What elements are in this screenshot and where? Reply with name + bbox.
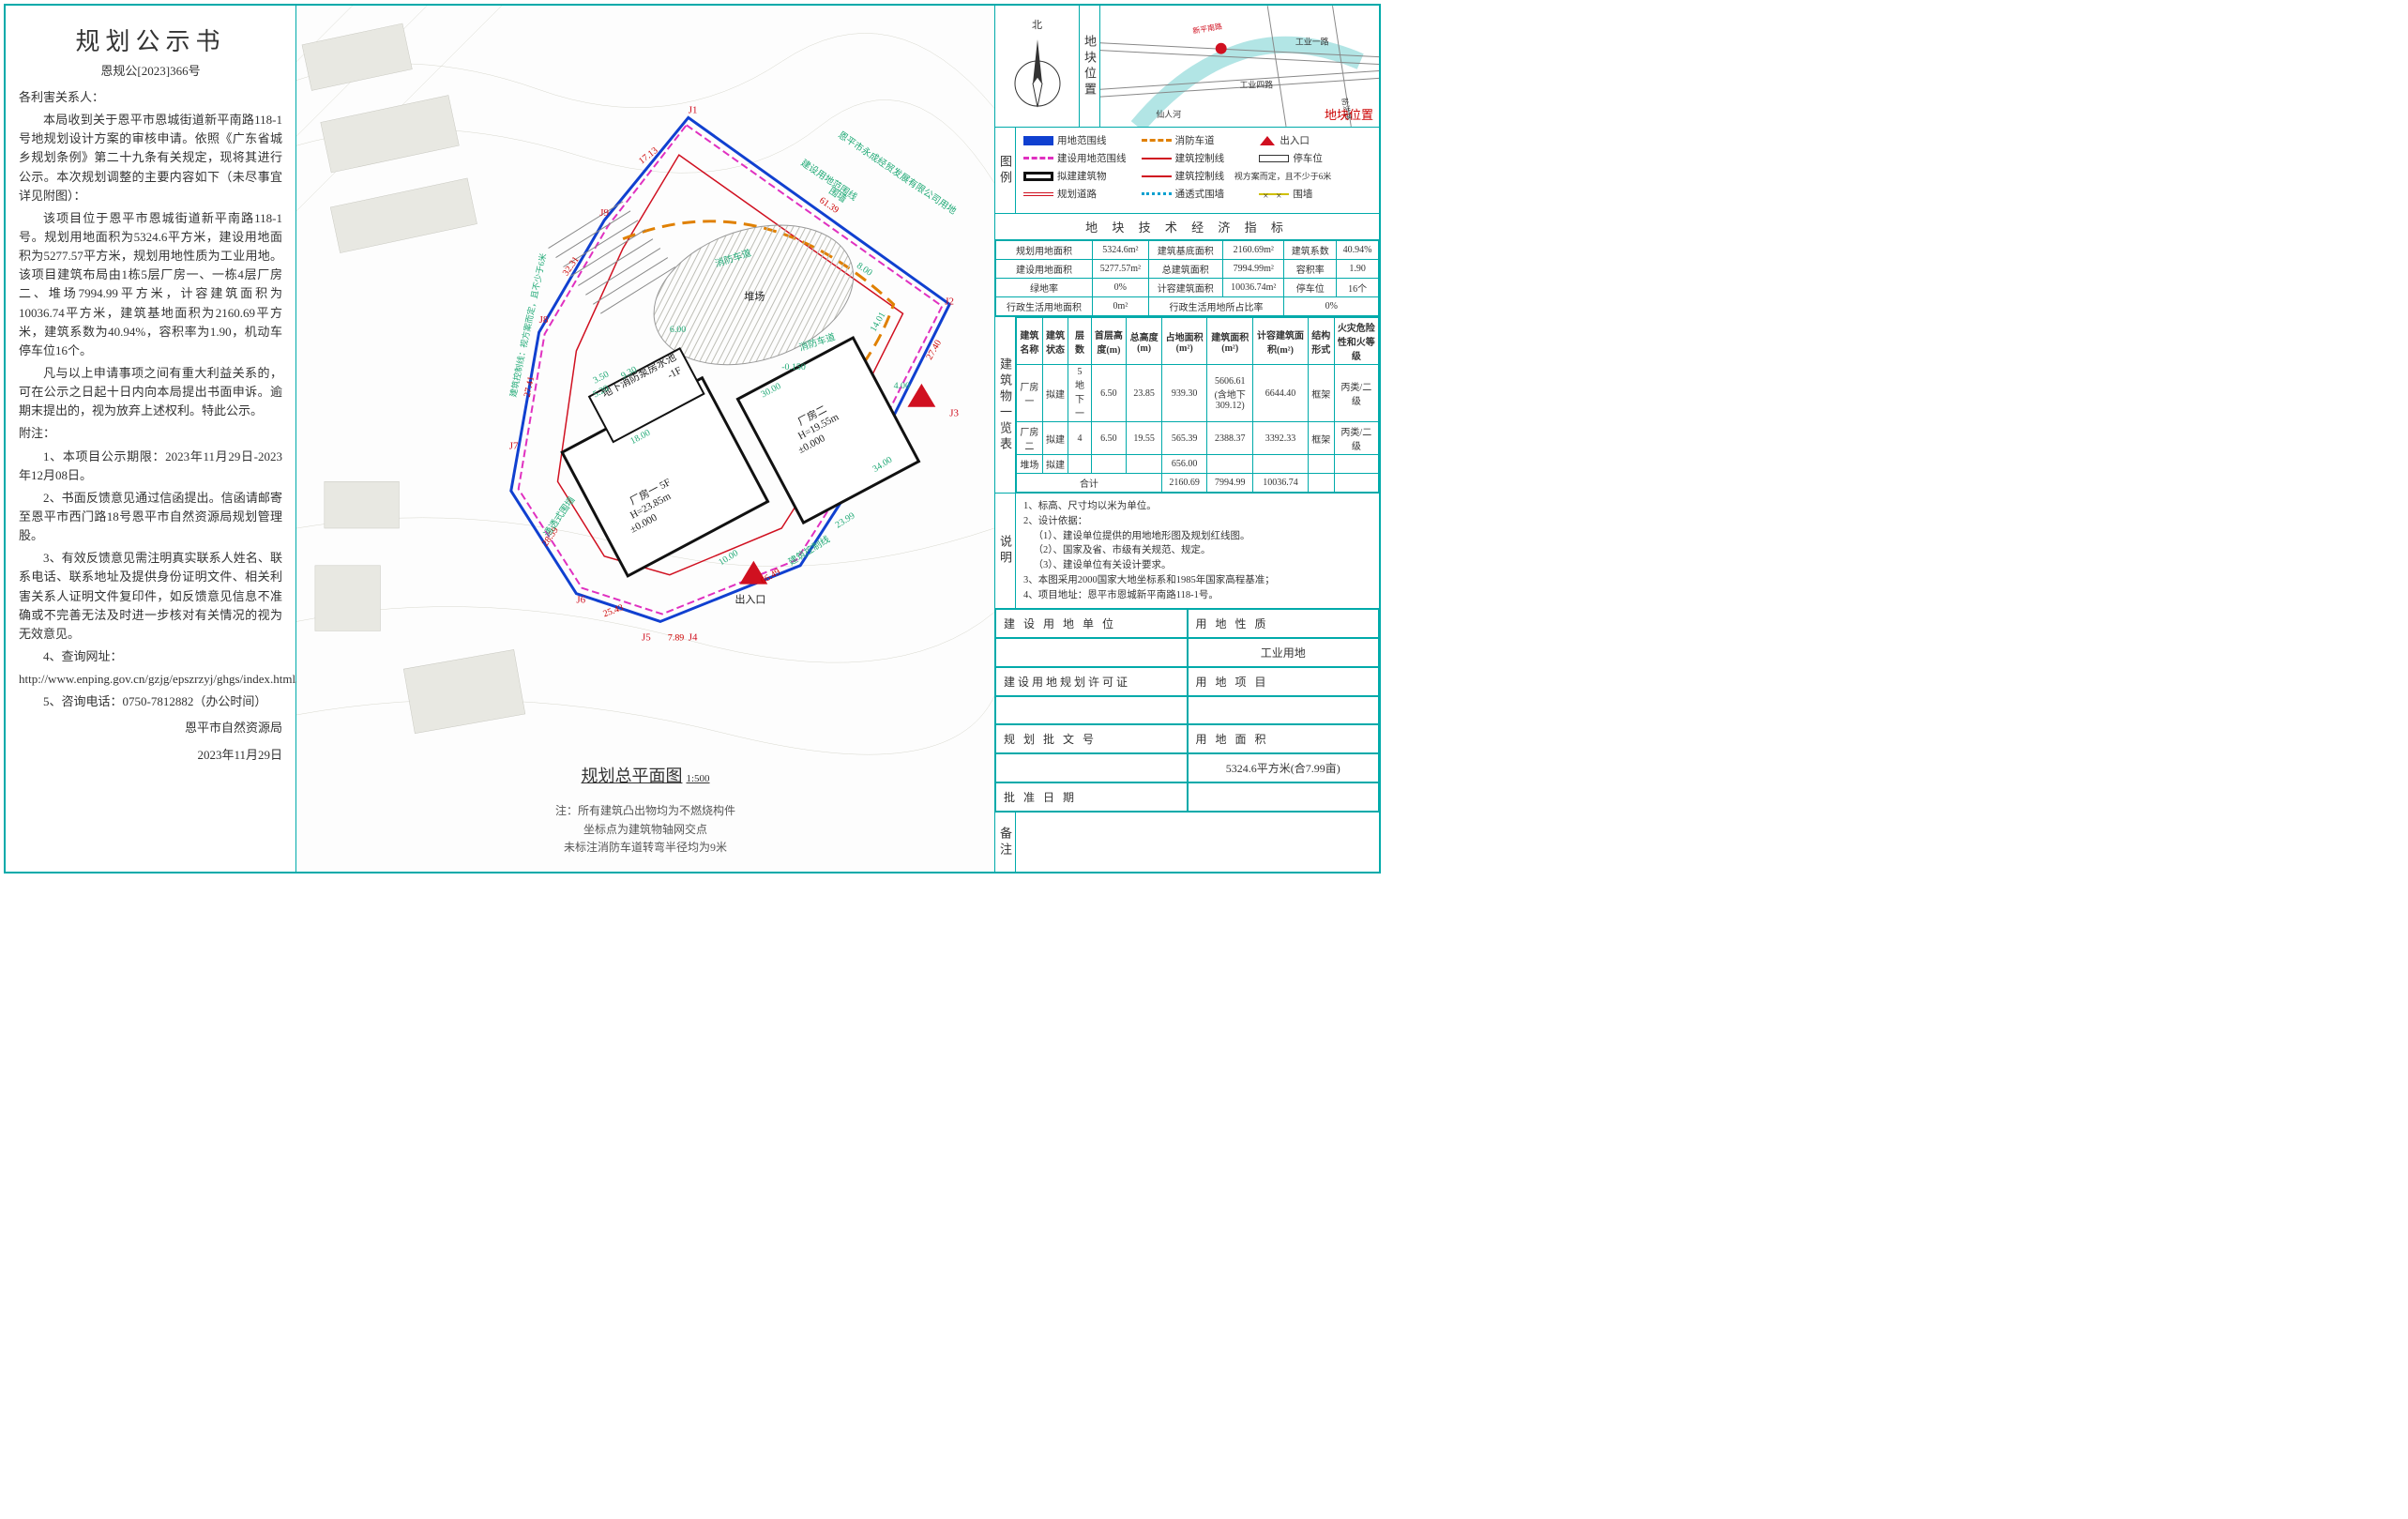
compass-cell: 北 — [995, 6, 1080, 127]
svg-text:J6: J6 — [576, 595, 585, 606]
paragraph-2: 该项目位于恩平市恩城街道新平南路118-1号。规划用地面积为5324.6平方米，… — [19, 209, 282, 360]
svg-text:新平南路: 新平南路 — [1192, 21, 1223, 35]
planning-document-page: 规划公示书 恩规公[2023]366号 各利害关系人： 本局收到关于恩平市恩城街… — [4, 4, 1381, 873]
note-4: 4、查询网址： — [19, 647, 282, 666]
svg-text:J8: J8 — [539, 314, 549, 326]
svg-text:66.49: 66.49 — [759, 567, 782, 586]
svg-text:25.43: 25.43 — [601, 602, 625, 619]
economic-indicators: 地 块 技 术 经 济 指 标 规划用地面积5324.6m²建筑基底面积2160… — [995, 214, 1379, 317]
paragraph-1: 本局收到关于恩平市恩城街道新平南路118-1号地规划设计方案的审核申请。依照《广… — [19, 111, 282, 205]
plan-footnotes: 注：所有建筑凸出物均为不燃烧构件 坐标点为建筑物轴网交点 未标注消防车道转弯半径… — [555, 802, 735, 857]
legend-row: 图例 用地范围线 消防车道 出入口 建设用地范围线 建筑控制线 停车位 拟建建筑… — [995, 128, 1379, 214]
remark-row: 备注 — [995, 813, 1379, 872]
signer: 恩平市自然资源局 — [19, 719, 282, 737]
salutation: 各利害关系人： — [19, 88, 282, 107]
svg-text:堆场: 堆场 — [744, 289, 765, 302]
svg-text:J4: J4 — [689, 631, 698, 643]
svg-text:工业四路: 工业四路 — [1240, 79, 1274, 89]
svg-text:J3: J3 — [949, 408, 959, 419]
svg-text:7.89: 7.89 — [668, 632, 684, 643]
note-1: 1、本项目公示期限：2023年11月29日-2023年12月08日。 — [19, 448, 282, 485]
doc-title: 规划公示书 — [19, 23, 282, 57]
info-panel: 北 地块位置 工业一路 工业四路 — [994, 6, 1379, 872]
note-5: 5、咨询电话：0750-7812882（办公时间） — [19, 692, 282, 711]
location-mini-map: 工业一路 工业四路 仙人河 新平南路 防洪路 地块位置 — [1100, 6, 1379, 127]
svg-text:J1: J1 — [689, 104, 698, 115]
location-row: 北 地块位置 工业一路 工业四路 — [995, 6, 1379, 128]
compass-icon — [1011, 32, 1064, 116]
svg-text:J7: J7 — [509, 440, 519, 451]
svg-text:J2: J2 — [945, 296, 954, 307]
svg-text:23.99: 23.99 — [834, 510, 857, 530]
svg-text:恩平市永成经贸发展有限公司用地: 恩平市永成经贸发展有限公司用地 — [836, 129, 959, 217]
svg-text:4.00: 4.00 — [894, 381, 910, 391]
svg-text:出入口: 出入口 — [735, 593, 765, 606]
doc-number: 恩规公[2023]366号 — [19, 61, 282, 79]
design-notes: 说明 1、标高、尺寸均以米为单位。 2、设计依据： （1）、建设单位提供的用地地… — [995, 494, 1379, 609]
svg-text:27.40: 27.40 — [924, 339, 944, 362]
kv-section: 建 设 用 地 单 位用 地 性 质 工业用地 建设用地规划许可证用 地 项 目… — [995, 609, 1379, 813]
svg-text:-0.150: -0.150 — [781, 362, 806, 372]
svg-text:3.50: 3.50 — [592, 370, 612, 387]
legend-body: 用地范围线 消防车道 出入口 建设用地范围线 建筑控制线 停车位 拟建建筑物 建… — [1016, 128, 1379, 213]
svg-text:工业一路: 工业一路 — [1295, 37, 1329, 47]
building-summary: 建筑物一览表 建筑名称建筑状态 层数首层高度(m) 总高度(m)占地面积(m²)… — [995, 317, 1379, 494]
sign-date: 2023年11月29日 — [19, 746, 282, 765]
location-label: 地块位置 — [1080, 6, 1100, 127]
note-2: 2、书面反馈意见通过信函提出。信函请邮寄至恩平市西门路18号恩平市自然资源局规划… — [19, 489, 282, 545]
svg-text:仙人河: 仙人河 — [1156, 109, 1181, 119]
svg-text:6.00: 6.00 — [670, 325, 686, 335]
notice-text-panel: 规划公示书 恩规公[2023]366号 各利害关系人： 本局收到关于恩平市恩城街… — [6, 6, 296, 872]
svg-text:J5: J5 — [642, 631, 651, 643]
svg-text:建筑控制线: 建筑控制线 — [786, 533, 832, 568]
appendix-label: 附注： — [19, 424, 282, 443]
note-3: 3、有效反馈意见需注明真实联系人姓名、联系电话、联系地址及提供身份证明文件、相关… — [19, 549, 282, 644]
svg-text:14.01: 14.01 — [869, 311, 888, 334]
site-plan-svg: 堆场 厂房一 5F H=23.85m ±0.000 地下消防泵房水池 -1F — [296, 6, 994, 871]
url: http://www.enping.gov.cn/gzjg/epszrzyj/g… — [19, 670, 282, 689]
legend-label: 图例 — [995, 128, 1016, 213]
plan-title: 规划总平面图1:500 — [581, 763, 709, 787]
svg-text:J9: J9 — [599, 207, 609, 219]
land-boundary — [511, 117, 949, 621]
site-plan-drawing: 堆场 厂房一 5F H=23.85m ±0.000 地下消防泵房水池 -1F — [296, 6, 994, 872]
paragraph-3: 凡与以上申请事项之间有重大利益关系的，可在公示之日起十日内向本局提出书面申诉。逾… — [19, 364, 282, 420]
